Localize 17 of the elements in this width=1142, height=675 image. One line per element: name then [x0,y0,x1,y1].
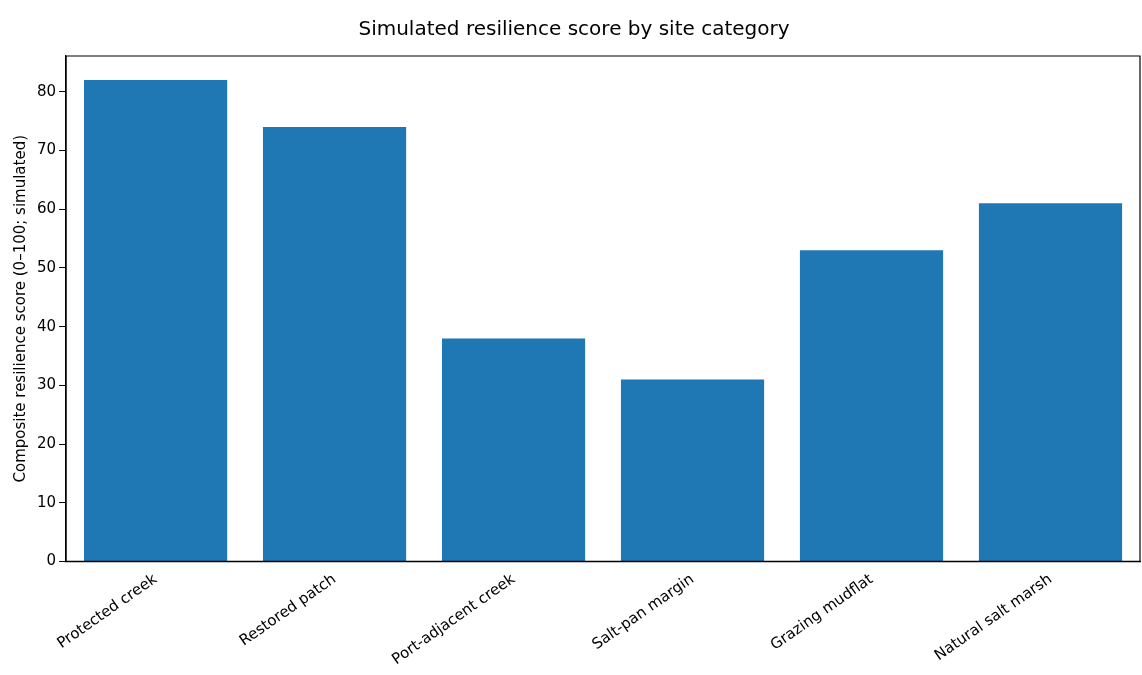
bar [620,379,765,561]
y-tick-label: 60 [36,199,57,218]
y-tick-label: 70 [36,140,57,159]
y-tick-label: 40 [36,316,57,335]
chart-title: Simulated resilience score by site category [358,16,790,41]
bar [978,203,1123,561]
bar [441,338,586,561]
y-tick-label: 20 [36,433,57,452]
y-tick-label: 80 [36,81,57,100]
bar [799,250,944,561]
bar [83,80,228,561]
y-axis-title: Composite resilience score (0–100; simulated) [10,134,29,483]
y-tick-label: 0 [46,551,57,570]
y-tick-label: 10 [36,492,57,511]
bar [262,127,407,561]
y-tick-label: 30 [36,375,57,394]
y-tick-label: 50 [36,257,57,276]
